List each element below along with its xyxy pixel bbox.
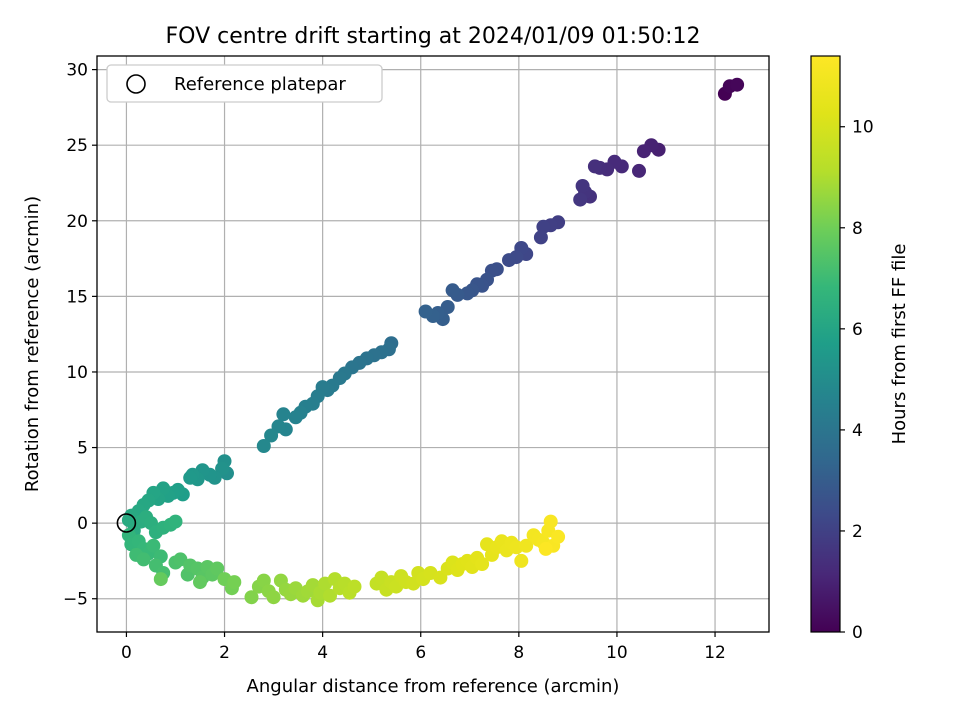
data-point	[168, 514, 183, 529]
data-point	[519, 538, 534, 553]
x-axis-label: Angular distance from reference (arcmin)	[247, 676, 620, 697]
data-point	[636, 144, 651, 159]
legend-box	[106, 64, 383, 103]
data-point	[256, 573, 271, 588]
y-axis-label: Rotation from reference (arcmin)	[22, 196, 43, 492]
y-tick-label: 20	[66, 212, 88, 232]
data-point	[575, 179, 590, 193]
data-point	[632, 163, 646, 178]
data-point	[288, 410, 303, 425]
data-point	[210, 561, 225, 576]
data-point	[266, 590, 281, 605]
legend-marker	[126, 74, 146, 94]
data-point	[536, 219, 551, 234]
data-point	[276, 407, 291, 422]
data-point	[551, 529, 566, 544]
y-axis-ticks: −5 0 5 10 15 20 25 30	[63, 61, 97, 610]
x-tick-label: 4	[317, 643, 328, 663]
data-point	[146, 538, 161, 553]
data-point	[730, 77, 745, 92]
data-point	[543, 514, 558, 529]
y-tick-label: 0	[77, 514, 88, 534]
data-point	[183, 470, 198, 485]
data-point	[475, 557, 490, 571]
y-tick-label: 10	[66, 363, 88, 383]
colorbar-tick-label: 8	[852, 219, 863, 239]
x-tick-label: 2	[219, 643, 230, 663]
y-tick-label: 25	[66, 136, 88, 156]
data-point	[445, 283, 460, 298]
x-tick-label: 8	[513, 643, 524, 663]
chart-title: FOV centre drift starting at 2024/01/09 …	[166, 24, 701, 49]
x-tick-label: 10	[606, 643, 628, 663]
reference-marker	[116, 513, 137, 533]
colorbar-tick-label: 4	[852, 421, 863, 441]
x-tick-label: 0	[121, 643, 132, 663]
plot-frame	[96, 55, 770, 633]
grid-lines	[97, 56, 769, 632]
data-point	[136, 552, 151, 567]
y-tick-label: 15	[66, 287, 88, 307]
x-axis-ticks: 0 2 4 6 8 10 12	[121, 632, 726, 663]
data-point	[244, 590, 259, 605]
data-point	[502, 253, 516, 268]
colorbar-label: Hours from first FF file	[889, 244, 910, 445]
colorbar-tick-label: 2	[852, 522, 863, 542]
legend: Reference platepar	[106, 64, 383, 103]
x-tick-label: 6	[415, 643, 426, 663]
data-point	[514, 553, 529, 568]
data-point	[153, 572, 168, 587]
y-tick-label: 5	[77, 439, 88, 459]
data-point	[256, 439, 271, 453]
data-point	[227, 575, 242, 590]
data-point	[193, 575, 207, 590]
data-point	[538, 541, 553, 556]
colorbar-tick-label: 0	[852, 623, 863, 643]
data-point	[323, 588, 337, 603]
data-point	[573, 192, 588, 207]
colorbar-tick-label: 6	[852, 320, 863, 340]
colorbar-tick-label: 10	[852, 118, 874, 138]
data-point	[533, 230, 548, 245]
data-points	[121, 77, 745, 608]
colorbar: 0 2 4 6 8 10 Hours from first FF file	[810, 55, 910, 643]
data-point	[347, 579, 362, 594]
colorbar-gradient	[810, 55, 841, 633]
x-tick-label: 12	[704, 643, 726, 663]
data-point	[264, 428, 279, 443]
data-point	[587, 159, 602, 174]
data-point	[418, 304, 433, 319]
legend-label: Reference platepar	[174, 74, 346, 95]
y-tick-label: −5	[63, 590, 88, 610]
y-tick-label: 30	[66, 61, 88, 81]
colorbar-ticks: 0 2 4 6 8 10	[840, 118, 874, 643]
